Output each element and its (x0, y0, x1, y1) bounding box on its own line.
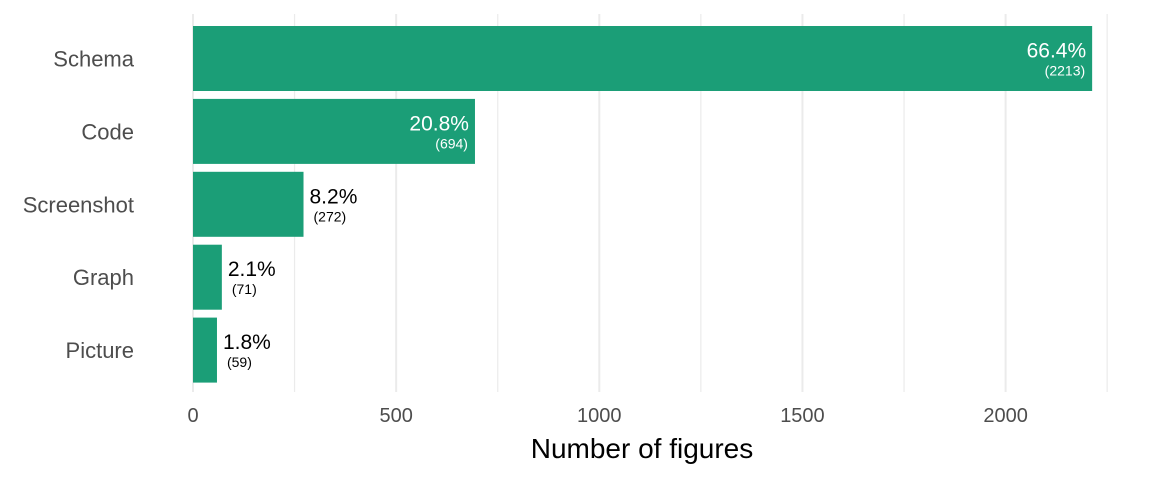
bar-graph (193, 244, 222, 310)
count-label: (59) (227, 354, 252, 370)
category-label: Code (81, 119, 134, 144)
category-axis: Schema Code Screenshot Graph Picture (23, 47, 135, 364)
x-tick-label: 2000 (983, 405, 1028, 427)
bar-schema (193, 26, 1093, 91)
category-label: Graph (73, 265, 134, 290)
count-label: (71) (232, 281, 257, 297)
value-axis: 0 500 1000 1500 2000 (187, 405, 1027, 427)
percent-label: 20.8% (409, 112, 469, 135)
category-label: Picture (66, 338, 134, 363)
percent-label: 1.8% (223, 331, 271, 354)
bar-screenshot (193, 171, 304, 237)
count-label: (694) (435, 135, 468, 151)
x-tick-label: 500 (379, 405, 412, 427)
data-labels: 66.4%(2213) 20.8%(694) 8.2%(272) 2.1%(71) 1.… (223, 40, 1086, 371)
count-label: (272) (314, 208, 347, 224)
bar-picture (193, 317, 217, 383)
x-tick-label: 1000 (577, 405, 622, 427)
bar-code (193, 98, 475, 164)
category-label: Screenshot (23, 192, 134, 217)
percent-label: 8.2% (310, 185, 358, 208)
percent-label: 66.4% (1027, 40, 1087, 63)
count-label: (2213) (1045, 63, 1085, 79)
x-tick-label: 0 (187, 405, 198, 427)
x-tick-label: 1500 (780, 405, 825, 427)
category-label: Schema (53, 47, 134, 72)
percent-label: 2.1% (228, 258, 276, 281)
bars (193, 26, 1093, 383)
x-axis-title: Number of figures (531, 433, 754, 464)
